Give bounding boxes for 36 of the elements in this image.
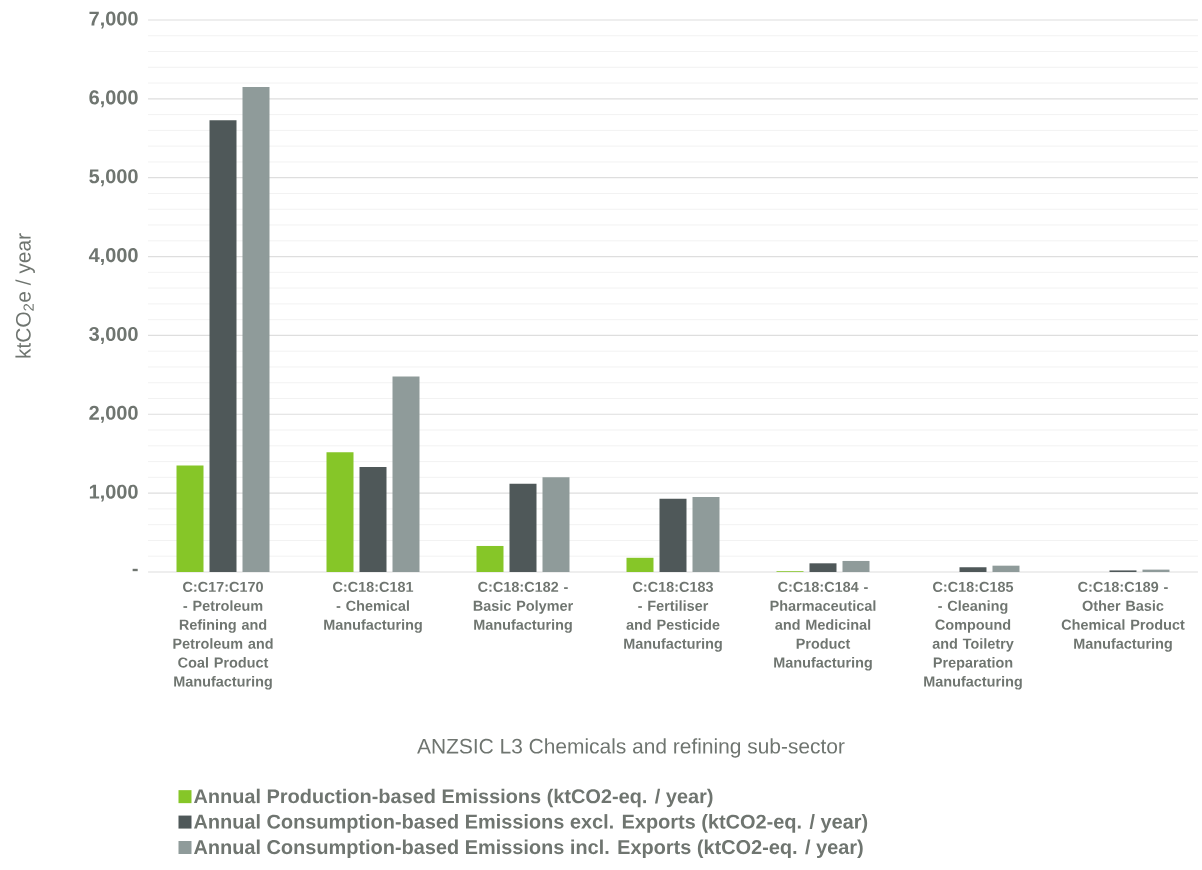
- x-tick-label: C:C18:C183 - Fertiliser and Pesticide Manufacturing: [624, 581, 722, 652]
- bar: [959, 567, 987, 572]
- bar: [392, 376, 420, 572]
- x-tick-label: C:C18:C184 - Pharmaceutical and Medicinal Product Manufacturing: [770, 581, 876, 671]
- x-axis-title: ANZSIC L3 Chemicals and refining sub-sector: [417, 738, 845, 758]
- bar: [176, 465, 204, 572]
- bar: [326, 452, 354, 572]
- bar: [992, 565, 1020, 572]
- y-tick-label: 2,000: [89, 405, 138, 423]
- bar: [242, 87, 270, 572]
- y-tick-label: 6,000: [89, 90, 138, 108]
- y-tick-label: 3,000: [89, 326, 138, 344]
- x-tick-label: C:C18:C189 - Other Basic Chemical Product Manufacturing: [1061, 581, 1185, 652]
- bar: [476, 545, 504, 572]
- bar: [359, 467, 387, 572]
- legend-label: Annual Consumption-based Emissions excl. Exports (ktCO2-eq. / year): [193, 814, 868, 833]
- x-tick-label: C:C18:C185 - Cleaning Compound and Toiletry Preparation Manufacturing: [924, 581, 1022, 690]
- x-tick-label: C:C17:C170 - Petroleum Refining and Petroleum and Coal Product Manufacturing: [173, 581, 273, 690]
- y-axis-title: ktCO$_{2}$e / year: [15, 233, 35, 358]
- legend-label: Annual Production-based Emissions (ktCO2-eq. / year): [193, 788, 713, 808]
- y-tick-label: 1,000: [89, 484, 138, 502]
- bar: [692, 497, 720, 572]
- y-tick-label: 7,000: [89, 11, 138, 29]
- x-tick-label: C:C18:C181 - Chemical Manufacturing: [324, 581, 422, 633]
- y-tick-label: 4,000: [88, 248, 138, 266]
- bar: [626, 557, 654, 572]
- y-tick-label: -: [132, 568, 138, 572]
- x-tick-label: C:C18:C182 - Basic Polymer Manufacturing: [473, 581, 573, 633]
- bar: [809, 563, 837, 572]
- bar: [542, 477, 570, 572]
- bar: [659, 498, 687, 572]
- bar: [842, 560, 870, 572]
- legend-label: Annual Consumption-based Emissions incl. Exports (ktCO2-eq. / year): [193, 839, 863, 859]
- bar: [209, 120, 237, 572]
- bar: [509, 483, 537, 572]
- y-tick-label: 5,000: [89, 169, 138, 187]
